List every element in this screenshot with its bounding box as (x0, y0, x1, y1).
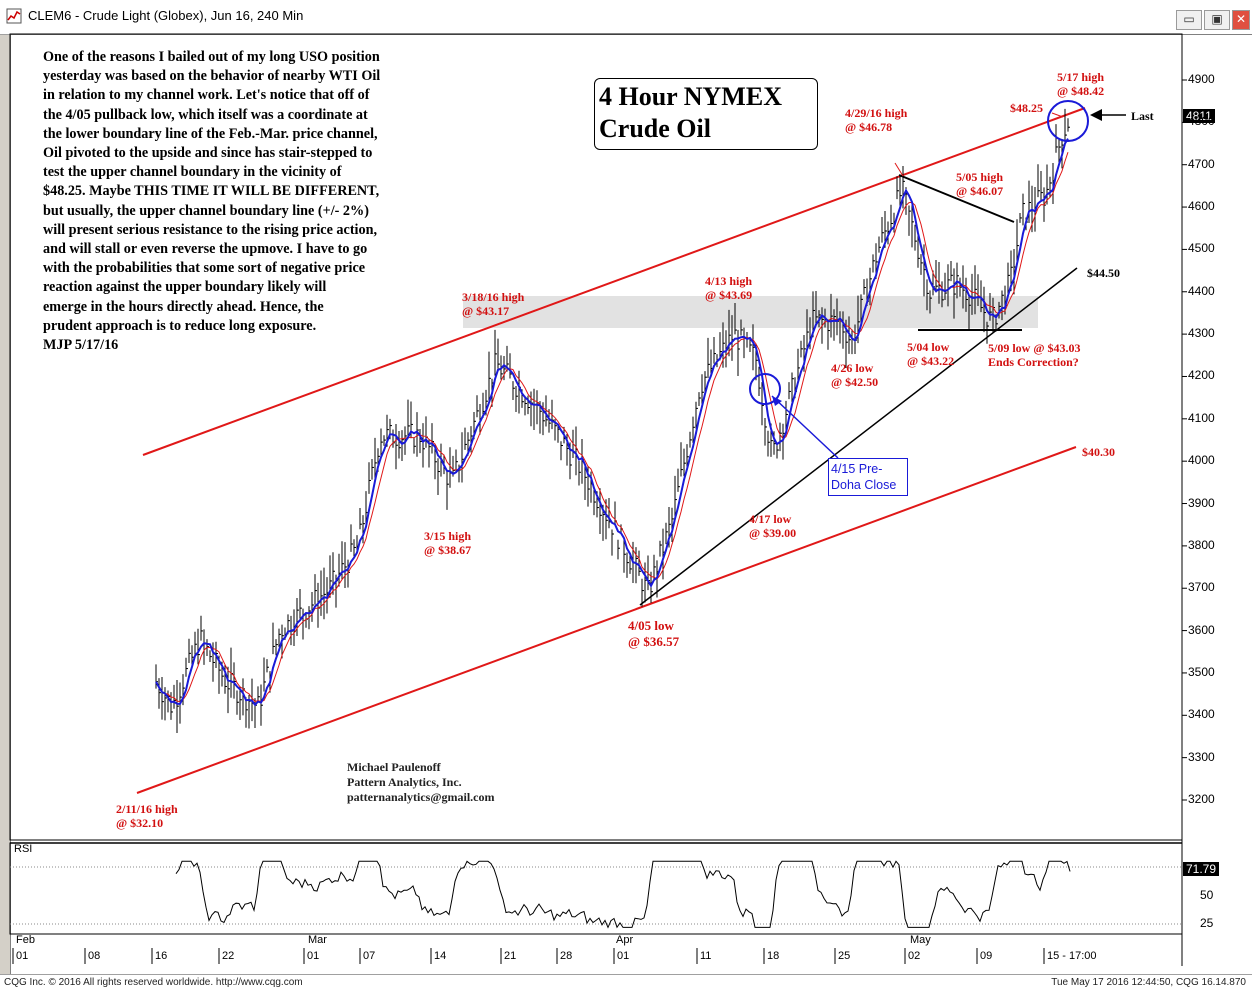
rsi-value-tag: 71.79 (1183, 862, 1220, 876)
y-tick-label: 3900 (1188, 495, 1215, 510)
status-timestamp: Tue May 17 2016 12:44:50, CQG 16.14.870 (1051, 977, 1246, 988)
y-tick-label: 4100 (1188, 410, 1215, 425)
annotation-0211-high: 2/11/16 high @ $32.10 (116, 802, 178, 830)
last-price-tag: 4811 (1183, 109, 1215, 123)
chart-headline: 4 Hour NYMEX Crude Oil (594, 78, 818, 150)
x-day-label: 01 (617, 950, 630, 962)
x-month-label: May (910, 934, 931, 946)
x-day-label: 02 (908, 950, 921, 962)
x-day-label: 14 (434, 950, 447, 962)
rsi-tick-label: 50 (1200, 887, 1214, 902)
upper-channel-line (142, 107, 1086, 456)
moving-average-red (155, 152, 1069, 703)
x-month-label: Apr (616, 934, 634, 946)
y-tick-label: 4800 (1188, 114, 1215, 129)
moving-average-blue (155, 138, 1069, 707)
rsi-line (175, 860, 1071, 929)
annotation-4825: $48.25 (1010, 101, 1043, 115)
annotation-4450: $44.50 (1087, 266, 1120, 280)
x-day-label: 08 (88, 950, 101, 962)
x-day-label: 01 (16, 950, 29, 962)
x-day-label: 22 (222, 950, 235, 962)
window-titlebar: CLEM6 - Crude Light (Globex), Jun 16, 24… (0, 0, 1252, 35)
x-day-label: 25 (838, 950, 851, 962)
y-tick-label: 4600 (1188, 199, 1215, 214)
annotation-0509-low: 5/09 low @ $43.03 Ends Correction? (988, 341, 1081, 369)
close-button[interactable]: ✕ (1232, 10, 1250, 30)
rsi-label: RSI (14, 843, 33, 855)
annotation-0504-low: 5/04 low @ $43.22 (907, 340, 955, 368)
y-tick-label: 4400 (1188, 283, 1215, 298)
high-0429-pointer (894, 162, 904, 177)
x-day-label: 28 (560, 950, 573, 962)
annotation-0417-low: 4/17 low @ $39.00 (749, 512, 797, 540)
annotation-0505-high: 5/05 high @ $46.07 (956, 170, 1004, 198)
annotation-0413-high: 4/13 high @ $43.69 (705, 274, 753, 302)
annotation-4030: $40.30 (1082, 445, 1115, 459)
pre-doha-arrowhead (772, 396, 782, 406)
annotation-0318-high: 3/18/16 high @ $43.17 (462, 290, 525, 318)
x-month-label: Feb (16, 934, 35, 946)
y-tick-label: 3400 (1188, 707, 1215, 722)
annotation-0405-low: 4/05 low @ $36.57 (628, 618, 680, 649)
analyst-commentary: One of the reasons I bailed out of my lo… (43, 49, 381, 354)
y-tick-label: 4700 (1188, 156, 1215, 171)
y-tick-label: 4500 (1188, 241, 1215, 256)
y-tick-label: 4900 (1188, 72, 1215, 86)
window-title: CLEM6 - Crude Light (Globex), Jun 16, 24… (28, 8, 304, 23)
x-day-label: 01 (307, 950, 320, 962)
pullback-trendline (898, 174, 1015, 223)
rsi-tick-label: 25 (1200, 916, 1214, 930)
maximize-button[interactable]: ▣ (1204, 10, 1230, 30)
x-day-label: 16 (155, 950, 168, 962)
annotation-0429-high: 4/29/16 high @ $46.78 (845, 106, 908, 134)
y-tick-label: 3500 (1188, 664, 1215, 679)
y-tick-label: 4000 (1188, 453, 1215, 468)
annotation-0517-high: 5/17 high @ $48.42 (1057, 70, 1105, 98)
y-tick-label: 3200 (1188, 792, 1215, 806)
minimize-button[interactable]: ▭ (1176, 10, 1202, 30)
last-arrowhead (1090, 109, 1102, 121)
lower-channel-line (136, 446, 1077, 794)
y-tick-marks (1182, 79, 1187, 801)
x-month-label: Mar (308, 934, 327, 946)
y-tick-label: 4300 (1188, 326, 1215, 341)
annotation-0315-high: 3/15 high @ $38.67 (424, 529, 472, 557)
high-4825-pointer (1051, 112, 1064, 118)
x-day-label: 18 (767, 950, 780, 962)
y-tick-label: 3600 (1188, 622, 1215, 637)
annotation-last: Last (1131, 109, 1154, 123)
status-bar: CQG Inc. © 2016 All rights reserved worl… (0, 974, 1252, 992)
y-tick-label: 4200 (1188, 368, 1215, 383)
x-day-label: 15 - 17:00 (1047, 950, 1097, 962)
x-day-label: 11 (700, 950, 712, 962)
pre-doha-callout: 4/15 Pre- Doha Close (828, 458, 908, 496)
y-tick-label: 3300 (1188, 749, 1215, 764)
price-bars (155, 108, 1070, 733)
y-tick-label: 3700 (1188, 580, 1215, 595)
pre-doha-circle (749, 373, 781, 405)
uptrend-support-line (639, 267, 1078, 606)
copyright-text: CQG Inc. © 2016 All rights reserved worl… (4, 977, 303, 988)
x-day-label: 07 (363, 950, 376, 962)
x-day-label: 09 (980, 950, 993, 962)
author-credit: Michael Paulenoff Pattern Analytics, Inc… (347, 760, 495, 804)
last-high-circle (1047, 100, 1089, 142)
x-day-label: 21 (504, 950, 517, 962)
chart-app-icon (6, 8, 22, 24)
pre-doha-arrow (771, 395, 839, 459)
y-tick-label: 3800 (1188, 537, 1215, 552)
x-tick-marks (12, 948, 1045, 964)
annotation-0426-low: 4/26 low @ $42.50 (831, 361, 879, 389)
